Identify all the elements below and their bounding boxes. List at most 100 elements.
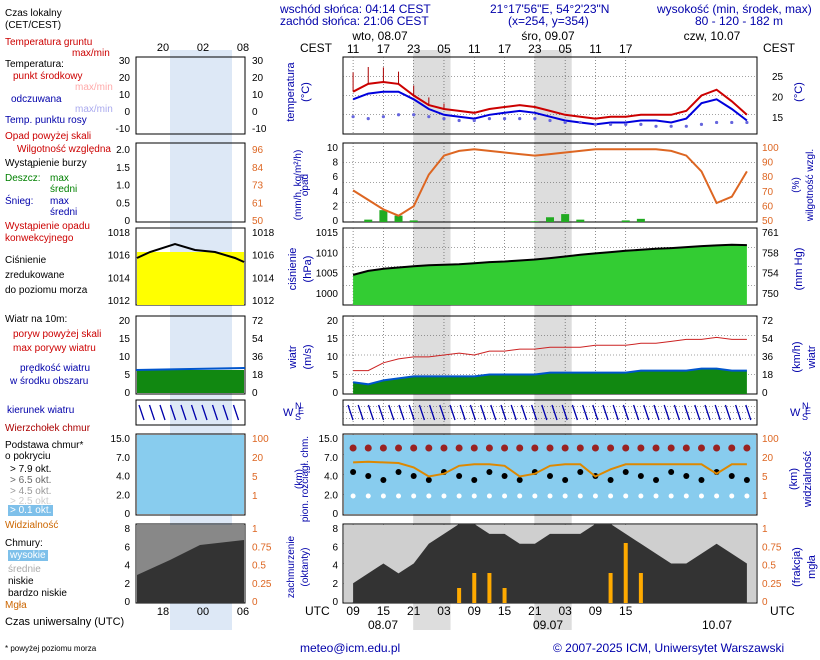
- cb-top-point-13: [546, 444, 554, 452]
- cloud-base-low-point-6: [441, 493, 447, 499]
- cb-top-point-6: [440, 444, 448, 452]
- wind-dir-arrow-33: [683, 404, 691, 421]
- utc-tick-3: 03: [437, 604, 451, 618]
- humidity-line: [352, 148, 748, 217]
- cloud-base-low-point-4: [411, 493, 417, 499]
- wind-dir-arrow-29: [643, 404, 650, 421]
- small-local-tick-1: 02: [197, 42, 209, 54]
- day-label-2: czw, 10.07: [684, 29, 741, 43]
- compass-n-left: N: [295, 401, 302, 411]
- wind-dir-arrow-7: [418, 404, 426, 421]
- cloud-base-low-point-18: [623, 493, 629, 499]
- axis-coverage-title: zachmurzenie: [286, 535, 297, 599]
- wind-dir-arrow-20: [551, 404, 558, 421]
- footnote: * powyżej poziomu morza: [5, 644, 97, 653]
- dewpoint-point-7: [457, 118, 461, 123]
- small-precip-tick-3: 0.5: [116, 198, 130, 209]
- dewpoint-point-21: [669, 124, 673, 128]
- cb-top-point-14: [561, 444, 569, 452]
- footer-email[interactable]: meteo@icm.edu.pl: [300, 641, 401, 655]
- axis-windkmh-unit: (km/h): [791, 341, 803, 373]
- main-wind-tick-0: 20: [327, 316, 339, 327]
- cloud-base-low-point-16: [592, 493, 598, 499]
- axis-temp-title: temperatura: [285, 62, 297, 122]
- cloud-base-point-14: [562, 477, 569, 483]
- main-temp-tick-r-0: 25: [772, 72, 784, 83]
- legend-snow: Śnieg:: [5, 196, 34, 207]
- compass-s-right: S: [802, 412, 809, 422]
- legend-okt25: > 2.5 okt.: [10, 496, 52, 507]
- cloud-base-low-point-9: [486, 493, 492, 499]
- small-wind-tick-1: 15: [119, 334, 131, 345]
- dewpoint-point-3: [396, 113, 401, 117]
- cloud-base-low-point-1: [365, 493, 371, 499]
- local-tick-7: 05: [558, 42, 572, 56]
- axis-coverage-unit: (oktanty): [300, 547, 311, 587]
- height-values: 80 - 120 - 182 m: [695, 14, 784, 28]
- small-windkmh-tick-0: 72: [252, 316, 264, 327]
- small-wind-tick-4: 0: [124, 388, 130, 399]
- legend-utc-label: Czas uniwersalny (UTC): [5, 616, 125, 628]
- small-precip-tick-4: 0: [124, 216, 130, 227]
- axis-fog-unit: (frakcja): [791, 547, 803, 587]
- dewpoint-point-8: [472, 118, 476, 123]
- small-press-tick-r-3: 1012: [252, 296, 275, 307]
- cloud-base-low-point-20: [653, 493, 659, 499]
- dewpoint-point-6: [442, 117, 446, 121]
- wind-dir-arrow-27: [622, 404, 630, 421]
- small-temp-tick-l-0: 30: [119, 56, 131, 67]
- sunset-text: zachód słońca: 21:06 CEST: [280, 14, 429, 28]
- small-temp-tick-l-1: 20: [119, 73, 131, 84]
- cloud-base-point-17: [607, 477, 614, 483]
- utc-tick-2: 21: [407, 604, 421, 618]
- small-cloud-tick-2: 4.0: [116, 472, 130, 483]
- small-wind-dir-arrow-6: [201, 404, 208, 421]
- small-hum-tick-4: 50: [252, 216, 264, 227]
- legend-local-time-zone: (CET/CEST): [5, 20, 62, 31]
- main-windkmh-tick-3: 18: [762, 370, 774, 381]
- grid-text: (x=254, y=354): [508, 14, 589, 28]
- precip-bar-3: [394, 215, 403, 222]
- cb-top-point-23: [697, 444, 705, 452]
- cloud-base-low-point-24: [714, 493, 720, 499]
- dewpoint-point-25: [730, 120, 734, 125]
- small-temp-tick-r-2: 10: [252, 90, 264, 101]
- small-temp-tick-l-4: -10: [116, 124, 131, 135]
- cloud-base-point-9: [486, 469, 493, 475]
- legend-mid: średnie: [8, 564, 41, 575]
- main-precip-tick-4: 2: [332, 201, 338, 212]
- small-press-tick-3: 1012: [108, 296, 131, 307]
- main-fog-tick-4: 0: [762, 597, 768, 608]
- dewpoint-point-13: [548, 118, 552, 123]
- axis-visibility-unit: (km): [788, 468, 800, 490]
- legend-wind-speed-2: w środku obszaru: [10, 376, 89, 387]
- small-fog-tick-1: 0.75: [252, 542, 272, 553]
- dewpoint-point-20: [654, 124, 658, 128]
- local-tick-0: 11: [347, 42, 360, 56]
- cb-top-point-26: [743, 444, 751, 452]
- small-wind-tick-3: 5: [124, 370, 130, 381]
- small-precip-tick-2: 1.0: [116, 181, 130, 192]
- cloud-base-low-point-5: [426, 493, 432, 499]
- small-cov-tick-0: 8: [124, 524, 130, 535]
- gust-line: [353, 336, 747, 372]
- utc-day-2: 10.07: [702, 618, 732, 632]
- axis-cloud-unit: (km): [294, 469, 305, 489]
- dewpoint-point-10: [502, 117, 507, 121]
- wind-dir-arrow-14: [490, 404, 497, 421]
- wind-dir-arrow-18: [530, 404, 538, 421]
- wind-dir-arrow-38: [734, 404, 742, 421]
- legend-perceived: odczuwana: [11, 94, 62, 105]
- main-press-tick-0: 1015: [316, 228, 339, 239]
- wind-dir-arrow-1: [357, 404, 364, 421]
- wind-dir-arrow-6: [408, 404, 415, 421]
- small-panel-frame-cloud: [135, 433, 246, 516]
- legend-visibility: Widzialność: [5, 520, 59, 531]
- legend-okt45: > 4.5 okt.: [10, 486, 52, 497]
- main-precip-tick-2: 6: [332, 172, 338, 183]
- small-wind-dir-arrow-2: [159, 404, 166, 421]
- small-cloud-sky-bg: [137, 435, 244, 514]
- fog-bar-8: [472, 573, 477, 603]
- small-vis-tick-1: 20: [252, 453, 264, 464]
